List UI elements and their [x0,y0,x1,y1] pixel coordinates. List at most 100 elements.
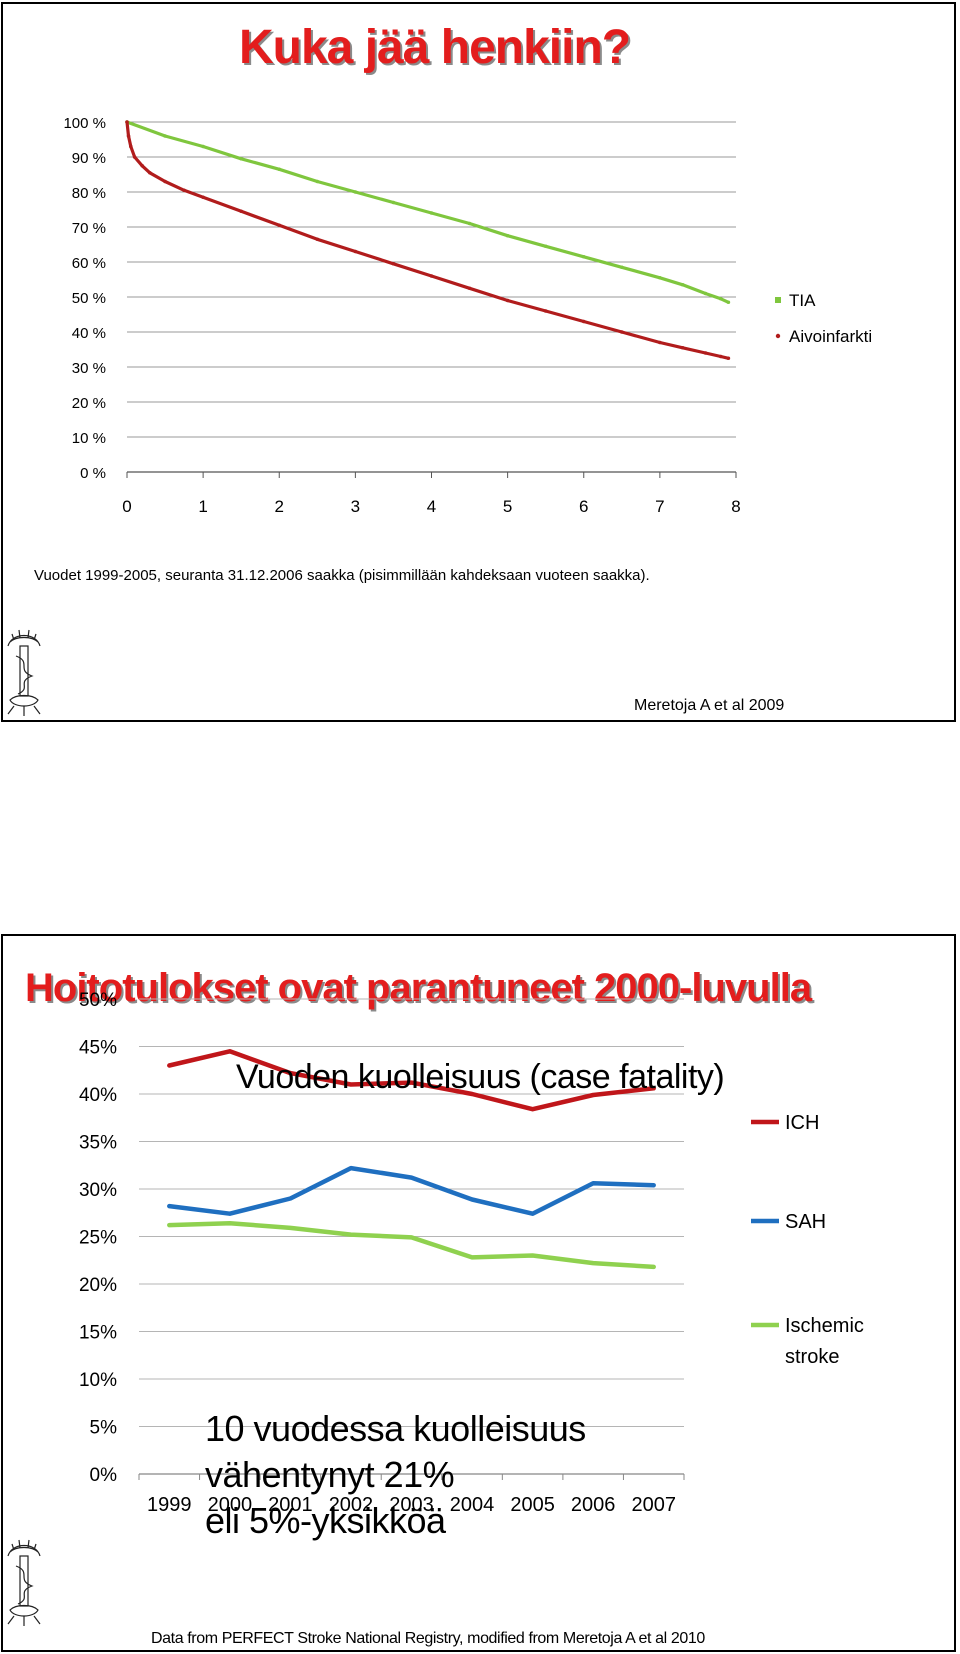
data-point [505,233,510,238]
data-point [126,134,131,138]
data-point [718,354,723,359]
data-point [680,282,685,287]
data-point [182,188,186,193]
data-point [129,144,133,149]
y-tick-label: 20% [79,1275,117,1296]
survival-chart: 0 % 10 % 20 % 30 % 40 % 50 % 60 % 70 % 80 % 90 % 1… [63,115,872,516]
data-point [315,237,320,242]
data-point [315,179,320,184]
data-point [726,356,731,361]
x-tick-label: 1 [198,497,207,516]
data-point [620,330,624,334]
data-point [201,195,205,200]
data-point [391,200,396,205]
data-point [353,249,358,254]
case-fatality-chart: 0% 5% 10% 15% 20% 25% 30% 35% 40% 45% 50% 1999 2000 2… [79,990,864,1516]
x-tick-label: 7 [655,497,664,516]
y-tick-label: 25% [79,1228,117,1249]
data-point [125,120,129,124]
y-tick-label: 10% [79,1370,117,1391]
x-tick-label: 2004 [450,1494,495,1516]
annotation-line: vähentynyt 21% [205,1454,455,1495]
data-point [429,274,434,278]
data-point [505,298,510,303]
y-tick-label: 10 % [72,430,106,447]
y-tick-label: 20 % [72,395,106,412]
series-line-1 [167,1165,656,1216]
data-point [239,156,243,161]
chart-footnote: Vuodet 1999-2005, seuranta 31.12.2006 sa… [34,567,650,584]
legend-label: TIA [789,291,816,310]
data-point [726,300,731,305]
y-tick-label: 45% [79,1038,117,1059]
data-point [132,155,137,159]
series-line-0 [167,1049,656,1112]
x-tick-label: 2001 [268,1494,313,1516]
y-tick-label: 40% [79,1085,117,1106]
y-tick-label: 0% [90,1465,118,1486]
data-point [658,340,662,345]
data-point [680,345,685,350]
data-point [543,244,548,249]
data-point [620,265,624,270]
data-point [277,167,282,172]
data-point [703,351,708,355]
data-point [467,286,472,291]
x-tick-label: 2000 [208,1494,253,1516]
source-citation: Meretoja A et al 2009 [634,697,785,714]
y-tick-label: 50% [79,990,117,1011]
x-tick-label: 2 [275,497,284,516]
legend-label-line: Ischemic [785,1315,864,1337]
data-point [277,223,282,228]
x-tick-label: 5 [503,497,512,516]
caduceus-logo-icon [7,629,41,716]
data-point [581,254,586,259]
data-point [140,163,145,168]
x-tick-label: 4 [427,497,436,516]
x-tick-label: 2005 [510,1494,555,1516]
data-point [467,221,472,226]
slide-title: Hoitotulokset ovat parantuneet 2000-luvu… [25,966,812,1010]
x-tick-label: 6 [579,497,588,516]
y-tick-label: 80 % [72,185,106,202]
data-point [239,209,243,214]
x-tick-label: 2007 [631,1494,676,1516]
data-point [148,170,152,175]
x-tick-label: 2002 [329,1494,374,1516]
data-point [718,296,723,301]
data-point [543,309,548,313]
x-tick-label: 2003 [389,1494,434,1516]
annotation-line: eli 5%-yksikköä [205,1500,446,1541]
y-tick-label: 35% [79,1133,117,1154]
x-tick-label: 1999 [147,1494,192,1516]
y-tick-label: 30 % [72,360,106,377]
chart-title: Vuoden kuolleisuus (case fatality) [236,1058,725,1096]
caduceus-logo-icon [7,1539,41,1626]
y-tick-label: 0 % [80,465,106,482]
y-tick-label: 15% [79,1323,117,1344]
annotation-line: 10 vuodessa kuolleisuus [205,1408,586,1449]
x-tick-label: 2006 [571,1494,616,1516]
series-line-2 [167,1220,656,1270]
data-point [581,319,586,324]
x-tick-label: 8 [731,497,740,516]
x-tick-label: 3 [351,497,360,516]
y-tick-label: 60 % [72,255,106,272]
legend-label: Ischemic stroke [785,1315,864,1368]
data-point [163,179,167,184]
legend-label: Aivoinfarkti [789,327,872,346]
data-point [703,291,708,296]
data-point [658,275,662,280]
chart-annotation: 10 vuodessa kuolleisuus vähentynyt 21% e… [205,1406,586,1544]
data-point [353,190,358,194]
legend-label-line: stroke [785,1346,839,1368]
y-tick-label: 90 % [72,150,106,167]
slide-survival: Kuka jää henkiin? 0 % 10 % 20 % 30 % 40 % 50 … [1,2,956,722]
x-tick-label: 0 [122,497,131,516]
data-point [429,211,434,215]
source-citation: Data from PERFECT Stroke National Regist… [151,1630,705,1647]
legend-marker [775,333,781,339]
data-point [391,261,396,266]
legend-label: ICH [785,1112,819,1134]
y-tick-label: 5% [90,1418,118,1439]
